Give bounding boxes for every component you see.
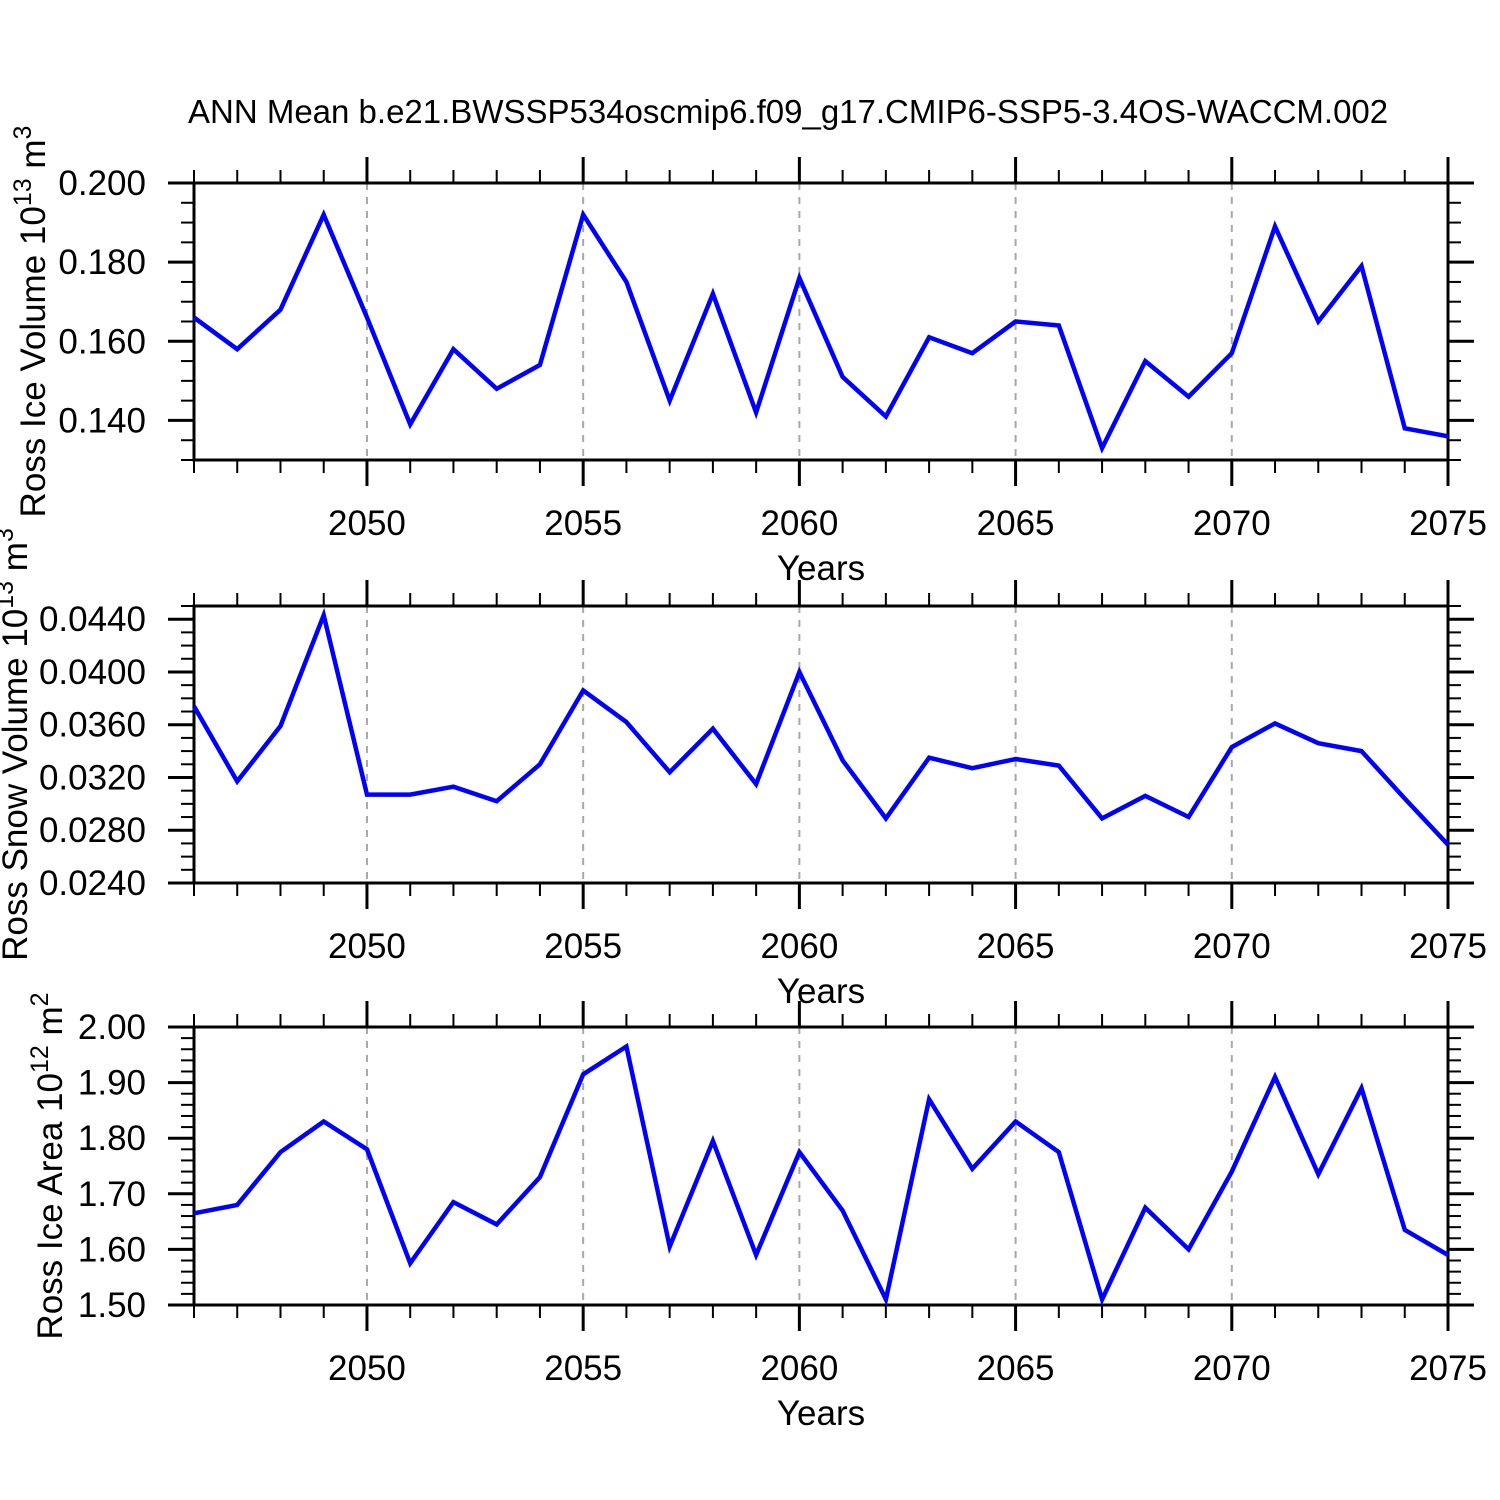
panel-frame xyxy=(192,181,1450,462)
y-tick-label: 1.70 xyxy=(78,1175,146,1214)
ross-ice-volume-line xyxy=(192,209,1449,454)
x-tick-label: 2055 xyxy=(544,1349,622,1388)
y-tick-label: 0.0240 xyxy=(39,864,146,903)
y-tick-label: 0.0320 xyxy=(39,758,146,797)
panel-ross-ice-area: 2050 2055 2060 2065 2070 2075 1.50 1.60 1.70 1.80… xyxy=(26,992,1487,1433)
y-tick-label: 0.200 xyxy=(58,164,146,203)
x-tick-label: 2055 xyxy=(544,504,622,543)
panel-ross-snow-volume: 2050 2055 2060 2065 2070 2075 0.0240 0.0280 0.03… xyxy=(0,528,1487,1011)
x-tick-label: 2070 xyxy=(1193,504,1271,543)
x-tick-label: 2070 xyxy=(1193,1349,1271,1388)
y-tick-label: 0.0400 xyxy=(39,653,146,692)
x-tick-label: 2050 xyxy=(328,1349,406,1388)
y-tick-label: 0.180 xyxy=(58,243,146,282)
y-tick-label: 1.50 xyxy=(78,1286,146,1325)
x-tick-label: 2060 xyxy=(760,1349,838,1388)
x-tick-label: 2065 xyxy=(977,504,1055,543)
x-axis-title: Years xyxy=(777,549,865,588)
y-axis-title: Ross Ice Area 1012 m2 xyxy=(26,992,70,1339)
x-tick-label: 2070 xyxy=(1193,927,1271,966)
chart-title: ANN Mean b.e21.BWSSP534oscmip6.f09_g17.C… xyxy=(188,93,1389,130)
y-tick-label: 0.0440 xyxy=(39,600,146,639)
x-tick-label: 2065 xyxy=(977,1349,1055,1388)
panel-frame xyxy=(192,1025,1450,1307)
y-tick-label: 1.60 xyxy=(78,1230,146,1269)
x-tick-label: 2065 xyxy=(977,927,1055,966)
x-tick-label: 2050 xyxy=(328,504,406,543)
y-axis-title: Ross Snow Volume 1013 m3 xyxy=(0,528,35,961)
x-tick-label: 2060 xyxy=(760,927,838,966)
x-tick-label: 2050 xyxy=(328,927,406,966)
x-axis-title: Years xyxy=(777,1394,865,1433)
ross-ice-area-line xyxy=(193,1042,1450,1307)
x-tick-label: 2075 xyxy=(1409,927,1487,966)
x-tick-label: 2075 xyxy=(1409,1349,1487,1388)
y-tick-label: 0.140 xyxy=(58,401,146,440)
x-tick-label: 2060 xyxy=(760,504,838,543)
ross-snow-volume-line xyxy=(192,607,1450,847)
x-axis-title: Years xyxy=(777,972,865,1011)
y-tick-label: 1.90 xyxy=(78,1064,146,1103)
panel-frame xyxy=(192,604,1450,885)
panel-ross-ice-volume: 2050 2055 2060 2065 2070 2075 0.140 0.160 0.180 0… xyxy=(9,126,1487,588)
y-tick-label: 0.0360 xyxy=(39,706,146,745)
y-tick-label: 1.80 xyxy=(78,1119,146,1158)
y-tick-label: 0.160 xyxy=(58,322,146,361)
x-tick-label: 2075 xyxy=(1409,504,1487,543)
x-tick-label: 2055 xyxy=(544,927,622,966)
y-tick-label: 2.00 xyxy=(78,1008,146,1047)
y-axis-title: Ross Ice Volume 1013 m3 xyxy=(9,126,53,518)
y-tick-label: 0.0280 xyxy=(39,811,146,850)
